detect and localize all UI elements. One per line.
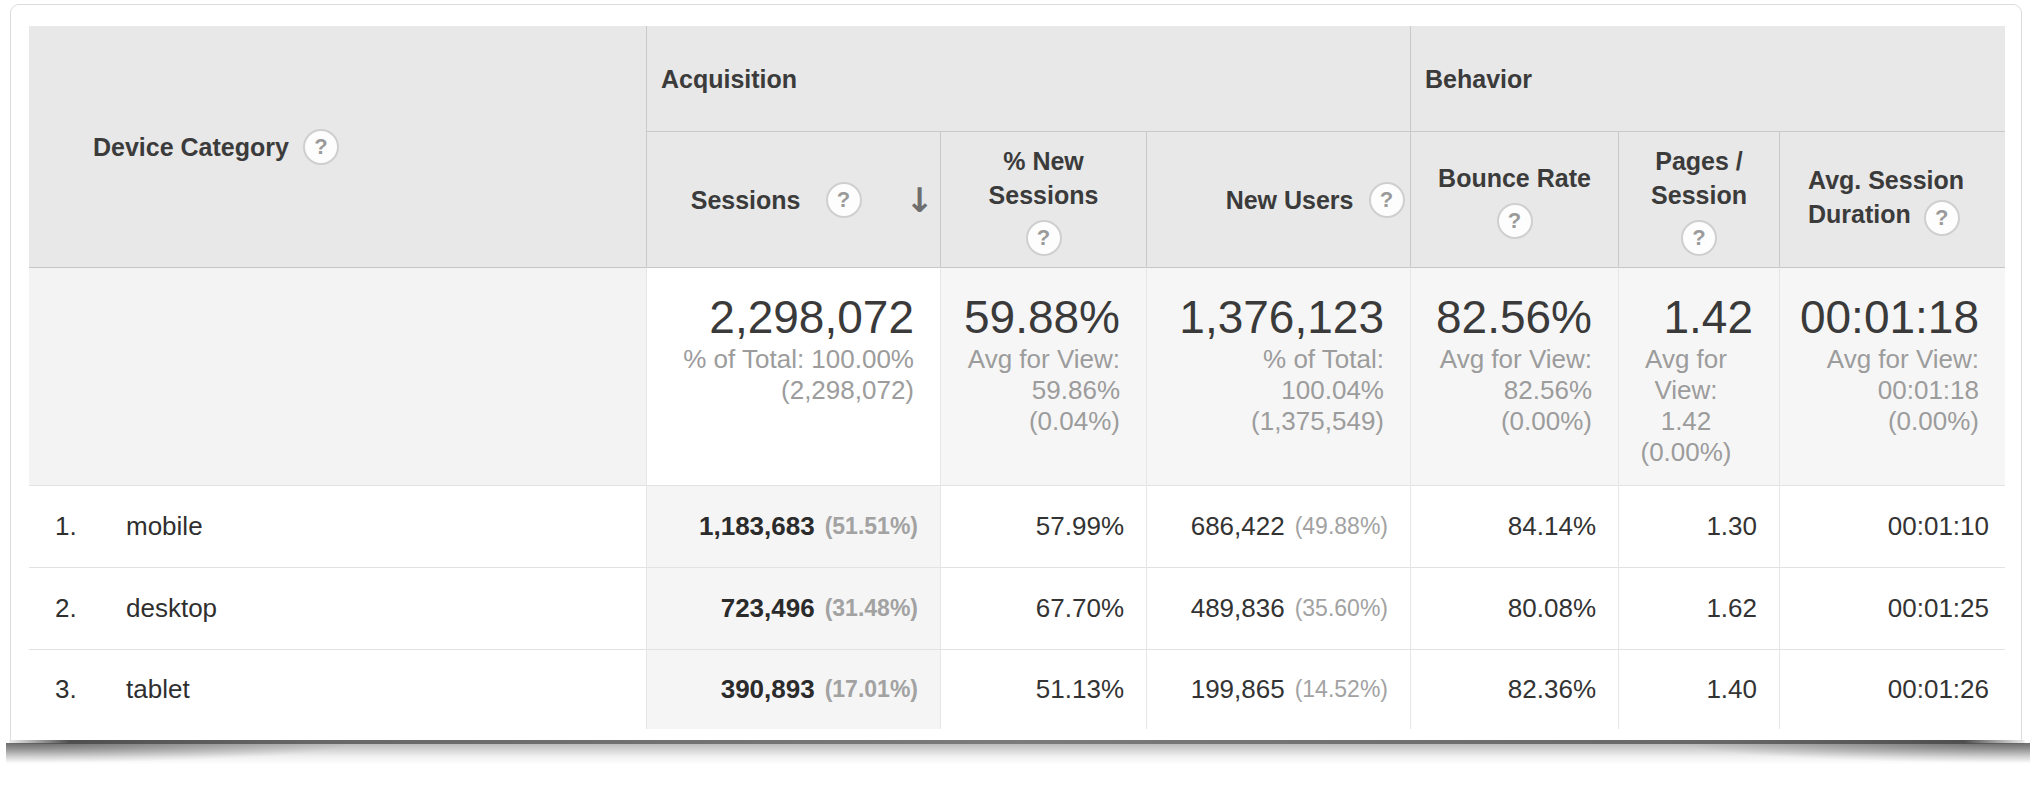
help-icon[interactable]: ? bbox=[826, 182, 862, 218]
group-header-acquisition: Acquisition bbox=[646, 26, 1410, 132]
page-bottom-edge bbox=[9, 740, 2025, 744]
cell-bounce-rate: 80.08% bbox=[1410, 568, 1618, 650]
summary-pages-per-session: 1.42 Avg for View: 1.42 (0.00%) bbox=[1618, 267, 1779, 486]
sessions-value: 390,893 bbox=[721, 674, 815, 705]
new-users-share: (14.52%) bbox=[1295, 676, 1388, 703]
new-users-share: (49.88%) bbox=[1295, 513, 1388, 540]
behavior-label: Behavior bbox=[1425, 62, 1532, 96]
page-curl-shadow bbox=[6, 743, 2030, 775]
new-users-value: 686,422 bbox=[1191, 511, 1285, 542]
pct-new-sessions-value: 51.13% bbox=[1036, 674, 1124, 705]
summary-avg-session-duration: 00:01:18 Avg for View: 00:01:18 (0.00%) bbox=[1779, 267, 2005, 486]
pages-per-session-value: 1.40 bbox=[1706, 674, 1757, 705]
sort-descending-icon[interactable]: ↓ bbox=[906, 183, 935, 217]
table-row-device-tablet[interactable]: 3. tablet bbox=[29, 650, 646, 729]
column-header-sessions[interactable]: Sessions ? ↓ bbox=[646, 132, 940, 267]
cell-pct-new-sessions: 57.99% bbox=[940, 486, 1146, 568]
cell-bounce-rate: 82.36% bbox=[1410, 650, 1618, 729]
cell-avg-session-duration: 00:01:26 bbox=[1779, 650, 2005, 729]
group-header-behavior: Behavior bbox=[1410, 26, 2005, 132]
cell-pages-per-session: 1.62 bbox=[1618, 568, 1779, 650]
cell-new-users: 199,865 (14.52%) bbox=[1146, 650, 1410, 729]
summary-pages-per-session-note: Avg for View: 1.42 (0.00%) bbox=[1619, 344, 1753, 468]
avg-session-duration-value: 00:01:25 bbox=[1888, 593, 1989, 624]
new-users-value: 199,865 bbox=[1191, 674, 1285, 705]
bounce-rate-label: Bounce Rate bbox=[1438, 161, 1591, 195]
device-name-link[interactable]: desktop bbox=[126, 593, 217, 624]
summary-sessions-note: % of Total: 100.00% (2,298,072) bbox=[647, 344, 914, 406]
report-page: Device Category? Acquisition Behavior Se… bbox=[10, 4, 2022, 741]
table-row-device-desktop[interactable]: 2. desktop bbox=[29, 568, 646, 650]
cell-sessions: 723,496 (31.48%) bbox=[646, 568, 940, 650]
summary-sessions-value: 2,298,072 bbox=[647, 290, 914, 344]
new-users-label: New Users bbox=[1226, 183, 1354, 217]
summary-device-category-cell bbox=[29, 267, 646, 486]
device-category-table: Device Category? Acquisition Behavior Se… bbox=[29, 26, 2005, 729]
cell-new-users: 489,836 (35.60%) bbox=[1146, 568, 1410, 650]
summary-bounce-rate-note: Avg for View: 82.56% (0.00%) bbox=[1411, 344, 1592, 437]
cell-sessions: 390,893 (17.01%) bbox=[646, 650, 940, 729]
row-rank: 1. bbox=[55, 511, 126, 542]
avg-session-duration-value: 00:01:10 bbox=[1888, 511, 1989, 542]
pages-per-session-value: 1.30 bbox=[1706, 511, 1757, 542]
new-users-value: 489,836 bbox=[1191, 593, 1285, 624]
summary-avg-session-duration-value: 00:01:18 bbox=[1780, 290, 1979, 344]
summary-new-users: 1,376,123 % of Total: 100.04% (1,375,549… bbox=[1146, 267, 1410, 486]
cell-pages-per-session: 1.40 bbox=[1618, 650, 1779, 729]
summary-avg-session-duration-note: Avg for View: 00:01:18 (0.00%) bbox=[1780, 344, 1979, 437]
pages-per-session-label: Pages / Session bbox=[1651, 144, 1747, 212]
pct-new-sessions-value: 67.70% bbox=[1036, 593, 1124, 624]
cell-new-users: 686,422 (49.88%) bbox=[1146, 486, 1410, 568]
cell-bounce-rate: 84.14% bbox=[1410, 486, 1618, 568]
new-users-share: (35.60%) bbox=[1295, 595, 1388, 622]
row-rank: 2. bbox=[55, 593, 126, 624]
summary-pct-new-sessions: 59.88% Avg for View: 59.86% (0.04%) bbox=[940, 267, 1146, 486]
help-icon[interactable]: ? bbox=[1026, 220, 1062, 256]
sessions-share: (51.51%) bbox=[825, 513, 918, 540]
summary-bounce-rate-value: 82.56% bbox=[1411, 290, 1592, 344]
bounce-rate-value: 84.14% bbox=[1508, 511, 1596, 542]
cell-pct-new-sessions: 67.70% bbox=[940, 568, 1146, 650]
column-header-device-category[interactable]: Device Category? bbox=[29, 26, 646, 267]
device-category-label: Device Category bbox=[93, 130, 289, 164]
device-name-link[interactable]: tablet bbox=[126, 674, 190, 705]
table-row-device-mobile[interactable]: 1. mobile bbox=[29, 486, 646, 568]
summary-new-users-value: 1,376,123 bbox=[1147, 290, 1384, 344]
help-icon[interactable]: ? bbox=[303, 129, 339, 165]
cell-pages-per-session: 1.30 bbox=[1618, 486, 1779, 568]
help-icon[interactable]: ? bbox=[1369, 182, 1405, 218]
summary-new-users-note: % of Total: 100.04% (1,375,549) bbox=[1147, 344, 1384, 437]
bounce-rate-value: 82.36% bbox=[1508, 674, 1596, 705]
pct-new-sessions-value: 57.99% bbox=[1036, 511, 1124, 542]
cell-pct-new-sessions: 51.13% bbox=[940, 650, 1146, 729]
bounce-rate-value: 80.08% bbox=[1508, 593, 1596, 624]
column-header-new-users[interactable]: New Users ? bbox=[1146, 132, 1410, 267]
help-icon[interactable]: ? bbox=[1497, 203, 1533, 239]
column-header-avg-session-duration[interactable]: Avg. Session Duration? bbox=[1779, 132, 2005, 267]
pct-new-sessions-label: % New Sessions bbox=[989, 144, 1099, 212]
sessions-value: 1,183,683 bbox=[699, 511, 815, 542]
sessions-share: (31.48%) bbox=[825, 595, 918, 622]
column-header-pct-new-sessions[interactable]: % New Sessions ? bbox=[940, 132, 1146, 267]
device-name-link[interactable]: mobile bbox=[126, 511, 203, 542]
summary-pct-new-sessions-note: Avg for View: 59.86% (0.04%) bbox=[941, 344, 1120, 437]
summary-pages-per-session-value: 1.42 bbox=[1619, 290, 1753, 344]
column-header-pages-per-session[interactable]: Pages / Session ? bbox=[1618, 132, 1779, 267]
summary-pct-new-sessions-value: 59.88% bbox=[941, 290, 1120, 344]
row-rank: 3. bbox=[55, 674, 126, 705]
cell-avg-session-duration: 00:01:10 bbox=[1779, 486, 2005, 568]
acquisition-label: Acquisition bbox=[661, 62, 797, 96]
summary-bounce-rate: 82.56% Avg for View: 82.56% (0.00%) bbox=[1410, 267, 1618, 486]
column-header-bounce-rate[interactable]: Bounce Rate ? bbox=[1410, 132, 1618, 267]
sessions-share: (17.01%) bbox=[825, 676, 918, 703]
cell-avg-session-duration: 00:01:25 bbox=[1779, 568, 2005, 650]
pages-per-session-value: 1.62 bbox=[1706, 593, 1757, 624]
cell-sessions: 1,183,683 (51.51%) bbox=[646, 486, 940, 568]
summary-sessions: 2,298,072 % of Total: 100.00% (2,298,072… bbox=[646, 267, 940, 486]
sessions-value: 723,496 bbox=[721, 593, 815, 624]
sessions-label: Sessions bbox=[691, 183, 801, 217]
avg-session-duration-value: 00:01:26 bbox=[1888, 674, 1989, 705]
help-icon[interactable]: ? bbox=[1924, 200, 1960, 236]
help-icon[interactable]: ? bbox=[1681, 220, 1717, 256]
